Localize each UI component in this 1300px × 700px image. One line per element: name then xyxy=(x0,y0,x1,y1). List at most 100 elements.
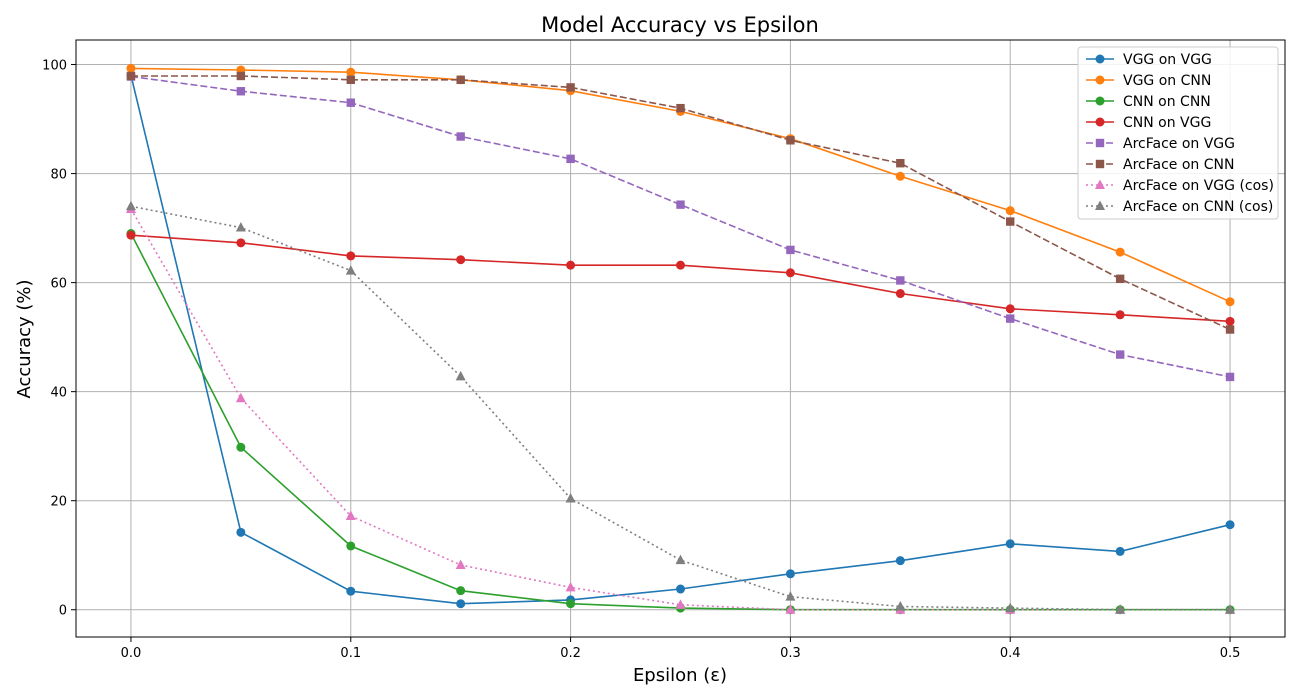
plot-frame xyxy=(75,39,1286,638)
data-point xyxy=(566,260,576,270)
legend-item: VGG on CNN xyxy=(1086,73,1211,89)
legend-marker xyxy=(1095,96,1105,106)
data-point xyxy=(345,510,356,520)
legend-label: ArcFace on VGG xyxy=(1123,136,1235,152)
data-point xyxy=(456,599,466,609)
data-point xyxy=(785,591,796,601)
series-line xyxy=(130,75,1231,605)
data-point xyxy=(1005,539,1015,549)
data-point xyxy=(1115,350,1125,359)
data-point xyxy=(566,83,575,92)
legend-marker xyxy=(1095,200,1105,210)
data-point xyxy=(236,238,246,248)
data-point xyxy=(345,265,356,275)
data-point xyxy=(126,230,136,240)
y-tick-label: 40 xyxy=(50,386,67,401)
x-tick-label: 0.2 xyxy=(560,646,581,661)
data-point xyxy=(456,75,465,84)
legend-item: ArcFace on VGG (cos) xyxy=(1086,178,1274,194)
series-line xyxy=(130,75,1231,378)
data-point xyxy=(456,586,466,596)
data-point xyxy=(1006,314,1015,323)
y-axis-label: Accuracy (%) xyxy=(14,279,35,398)
data-point xyxy=(1005,602,1016,613)
data-point xyxy=(676,200,685,209)
x-tick-label: 0.1 xyxy=(340,646,361,661)
data-point xyxy=(1115,546,1125,556)
legend-marker xyxy=(1095,117,1105,127)
data-point xyxy=(675,599,686,609)
data-point xyxy=(346,586,356,596)
legend-label: CNN on VGG xyxy=(1123,115,1211,131)
data-point xyxy=(895,600,906,611)
data-point xyxy=(786,136,795,145)
data-point xyxy=(1225,604,1236,614)
data-point xyxy=(456,255,466,265)
legend-marker xyxy=(1095,75,1105,85)
legend-box xyxy=(1077,46,1279,220)
series-vgg-on-vgg xyxy=(126,70,1235,609)
data-point xyxy=(236,87,246,96)
series-arcface-on-cnn-cos xyxy=(125,200,1236,614)
series-vgg-on-cnn xyxy=(126,63,1235,307)
data-point xyxy=(676,584,685,594)
data-point xyxy=(1005,206,1015,216)
data-point xyxy=(455,559,466,570)
legend-marker xyxy=(1095,54,1105,64)
y-tick-label: 80 xyxy=(50,168,67,183)
data-point xyxy=(676,103,685,113)
legend-label: ArcFace on CNN (cos) xyxy=(1123,199,1273,215)
data-point xyxy=(895,289,905,299)
legend-item: VGG on VGG xyxy=(1086,52,1212,68)
legend-item: ArcFace on VGG xyxy=(1086,136,1235,152)
legend: VGG on VGG VGG on CNN CNN on CNN CNN on VGG… xyxy=(1077,46,1279,220)
x-tick-label: 0.0 xyxy=(121,646,142,661)
legend-item: ArcFace on CNN xyxy=(1086,157,1234,173)
data-point xyxy=(895,171,905,181)
data-point xyxy=(895,556,905,566)
data-point xyxy=(1225,372,1235,382)
data-point xyxy=(236,527,246,537)
data-point xyxy=(346,251,356,261)
x-tick-label: 0.4 xyxy=(1000,646,1021,661)
series-arcface-on-cnn xyxy=(126,71,1235,334)
x-axis-label: Epsilon (ε) xyxy=(633,665,727,686)
legend-item: CNN on VGG xyxy=(1086,115,1211,131)
data-point xyxy=(785,268,795,278)
data-point xyxy=(346,67,356,77)
data-point xyxy=(1225,520,1235,530)
data-point xyxy=(1225,325,1235,334)
data-point xyxy=(1225,316,1235,326)
y-tick-label: 100 xyxy=(42,59,67,74)
data-point xyxy=(676,260,685,270)
data-point xyxy=(785,569,795,579)
legend-label: CNN on CNN xyxy=(1123,94,1211,110)
legend-marker xyxy=(1095,179,1105,189)
x-tick-label: 0.5 xyxy=(1220,646,1241,661)
series-line xyxy=(130,233,1230,611)
data-point xyxy=(566,599,576,609)
data-point xyxy=(126,63,136,73)
legend-label: ArcFace on VGG (cos) xyxy=(1123,178,1274,194)
chart-title: Model Accuracy vs Epsilon xyxy=(541,13,819,37)
legend-label: ArcFace on CNN xyxy=(1123,157,1234,173)
data-point xyxy=(896,276,905,285)
y-tick-label: 0 xyxy=(59,604,67,619)
legend-label: VGG on CNN xyxy=(1123,73,1211,89)
series-cnn-on-vgg xyxy=(126,230,1235,326)
data-point xyxy=(125,200,136,211)
legend-marker xyxy=(1095,159,1105,169)
legend-marker xyxy=(1095,138,1105,148)
data-point xyxy=(236,442,246,452)
data-point xyxy=(455,370,466,381)
series-arcface-on-vgg xyxy=(126,72,1235,382)
series-line xyxy=(130,205,1230,611)
data-point xyxy=(1006,217,1015,226)
data-point xyxy=(785,604,796,614)
y-tick-label: 20 xyxy=(50,495,67,510)
x-tick-label: 0.3 xyxy=(780,646,801,661)
series-line xyxy=(130,234,1231,323)
data-point xyxy=(1115,310,1125,320)
data-point xyxy=(235,392,246,403)
